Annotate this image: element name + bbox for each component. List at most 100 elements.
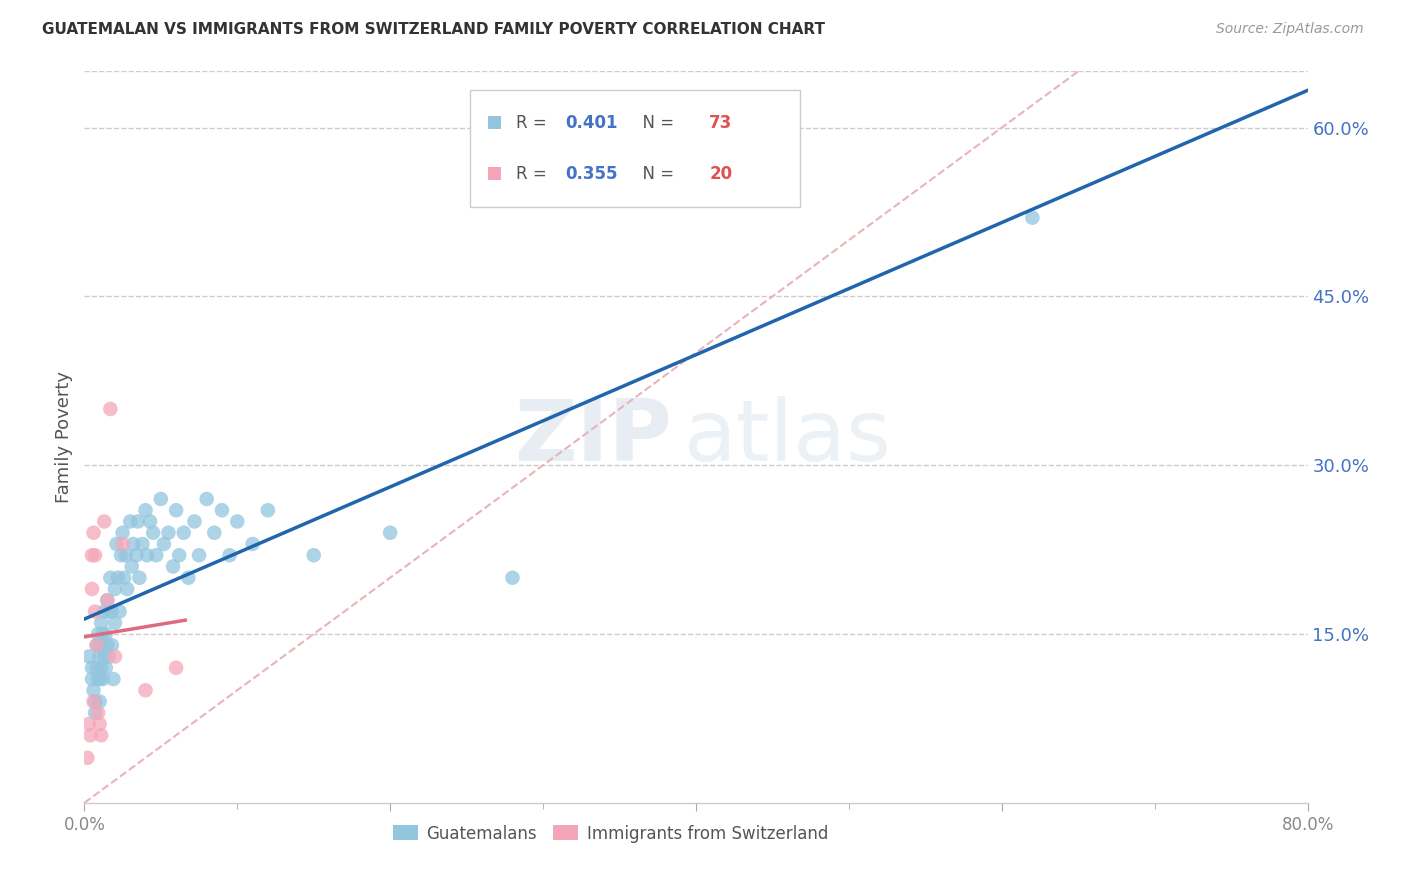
Point — [77, 649, 100, 664]
Point — [202, 525, 225, 540]
Bar — [488, 167, 501, 180]
Point — [80, 548, 103, 562]
Text: R =: R = — [516, 165, 553, 183]
Point — [115, 582, 138, 596]
Point — [112, 571, 135, 585]
Point — [96, 593, 118, 607]
Point — [91, 627, 114, 641]
Point — [89, 672, 111, 686]
Point — [87, 627, 110, 641]
Point — [79, 728, 101, 742]
Point — [153, 537, 176, 551]
Point — [98, 571, 121, 585]
Point — [122, 537, 145, 551]
Point — [218, 548, 240, 562]
Point — [104, 649, 127, 664]
Bar — [488, 116, 501, 129]
Point — [104, 582, 127, 596]
Point — [380, 525, 402, 540]
Bar — [470, 90, 800, 207]
Point — [1021, 211, 1043, 225]
Point — [93, 515, 115, 529]
Point — [84, 548, 107, 562]
Point — [128, 571, 150, 585]
Text: N =: N = — [633, 165, 679, 183]
Point — [97, 605, 120, 619]
Point — [107, 571, 129, 585]
Point — [177, 571, 200, 585]
Point — [257, 503, 280, 517]
Point — [93, 649, 115, 664]
Point — [90, 728, 112, 742]
Point — [502, 571, 524, 585]
Point — [165, 661, 187, 675]
Text: N =: N = — [633, 113, 679, 131]
Point — [142, 525, 165, 540]
Point — [242, 537, 264, 551]
Legend: Guatemalans, Immigrants from Switzerland: Guatemalans, Immigrants from Switzerland — [387, 818, 835, 849]
Text: 0.401: 0.401 — [565, 113, 617, 131]
Point — [135, 503, 157, 517]
Point — [139, 515, 162, 529]
Point — [183, 515, 205, 529]
Point — [131, 537, 153, 551]
Point — [80, 661, 103, 675]
Point — [111, 525, 134, 540]
Point — [188, 548, 211, 562]
Point — [91, 672, 114, 686]
Text: R =: R = — [516, 113, 553, 131]
Point — [97, 649, 120, 664]
Point — [104, 615, 127, 630]
Text: Source: ZipAtlas.com: Source: ZipAtlas.com — [1216, 22, 1364, 37]
Point — [173, 525, 195, 540]
Point — [90, 615, 112, 630]
Text: 0.355: 0.355 — [565, 165, 617, 183]
Point — [89, 638, 111, 652]
Point — [89, 717, 111, 731]
Point — [110, 548, 132, 562]
Point — [135, 683, 157, 698]
Point — [96, 593, 118, 607]
Point — [120, 515, 142, 529]
Point — [90, 661, 112, 675]
Point — [84, 694, 107, 708]
Point — [111, 537, 134, 551]
Point — [89, 694, 111, 708]
Y-axis label: Family Poverty: Family Poverty — [55, 371, 73, 503]
Point — [98, 401, 121, 416]
Point — [195, 491, 218, 506]
Point — [83, 525, 105, 540]
Point — [76, 751, 98, 765]
Point — [83, 683, 105, 698]
Point — [83, 694, 105, 708]
Point — [149, 491, 172, 506]
Point — [87, 706, 110, 720]
Point — [94, 627, 117, 641]
Point — [167, 548, 190, 562]
Point — [302, 548, 325, 562]
Point — [145, 548, 167, 562]
Point — [125, 548, 148, 562]
Point — [87, 672, 110, 686]
Point — [80, 582, 103, 596]
Point — [108, 605, 131, 619]
Point — [94, 661, 117, 675]
Point — [127, 515, 149, 529]
Point — [114, 548, 136, 562]
Point — [93, 605, 115, 619]
Point — [105, 537, 128, 551]
Point — [162, 559, 184, 574]
Text: GUATEMALAN VS IMMIGRANTS FROM SWITZERLAND FAMILY POVERTY CORRELATION CHART: GUATEMALAN VS IMMIGRANTS FROM SWITZERLAN… — [42, 22, 825, 37]
Point — [96, 638, 118, 652]
Point — [136, 548, 159, 562]
Point — [86, 661, 108, 675]
Text: 20: 20 — [709, 165, 733, 183]
Text: ZIP: ZIP — [513, 395, 672, 479]
Point — [77, 717, 100, 731]
Point — [165, 503, 187, 517]
Point — [80, 672, 103, 686]
Point — [103, 672, 125, 686]
Point — [101, 605, 124, 619]
Point — [226, 515, 249, 529]
Point — [101, 638, 124, 652]
